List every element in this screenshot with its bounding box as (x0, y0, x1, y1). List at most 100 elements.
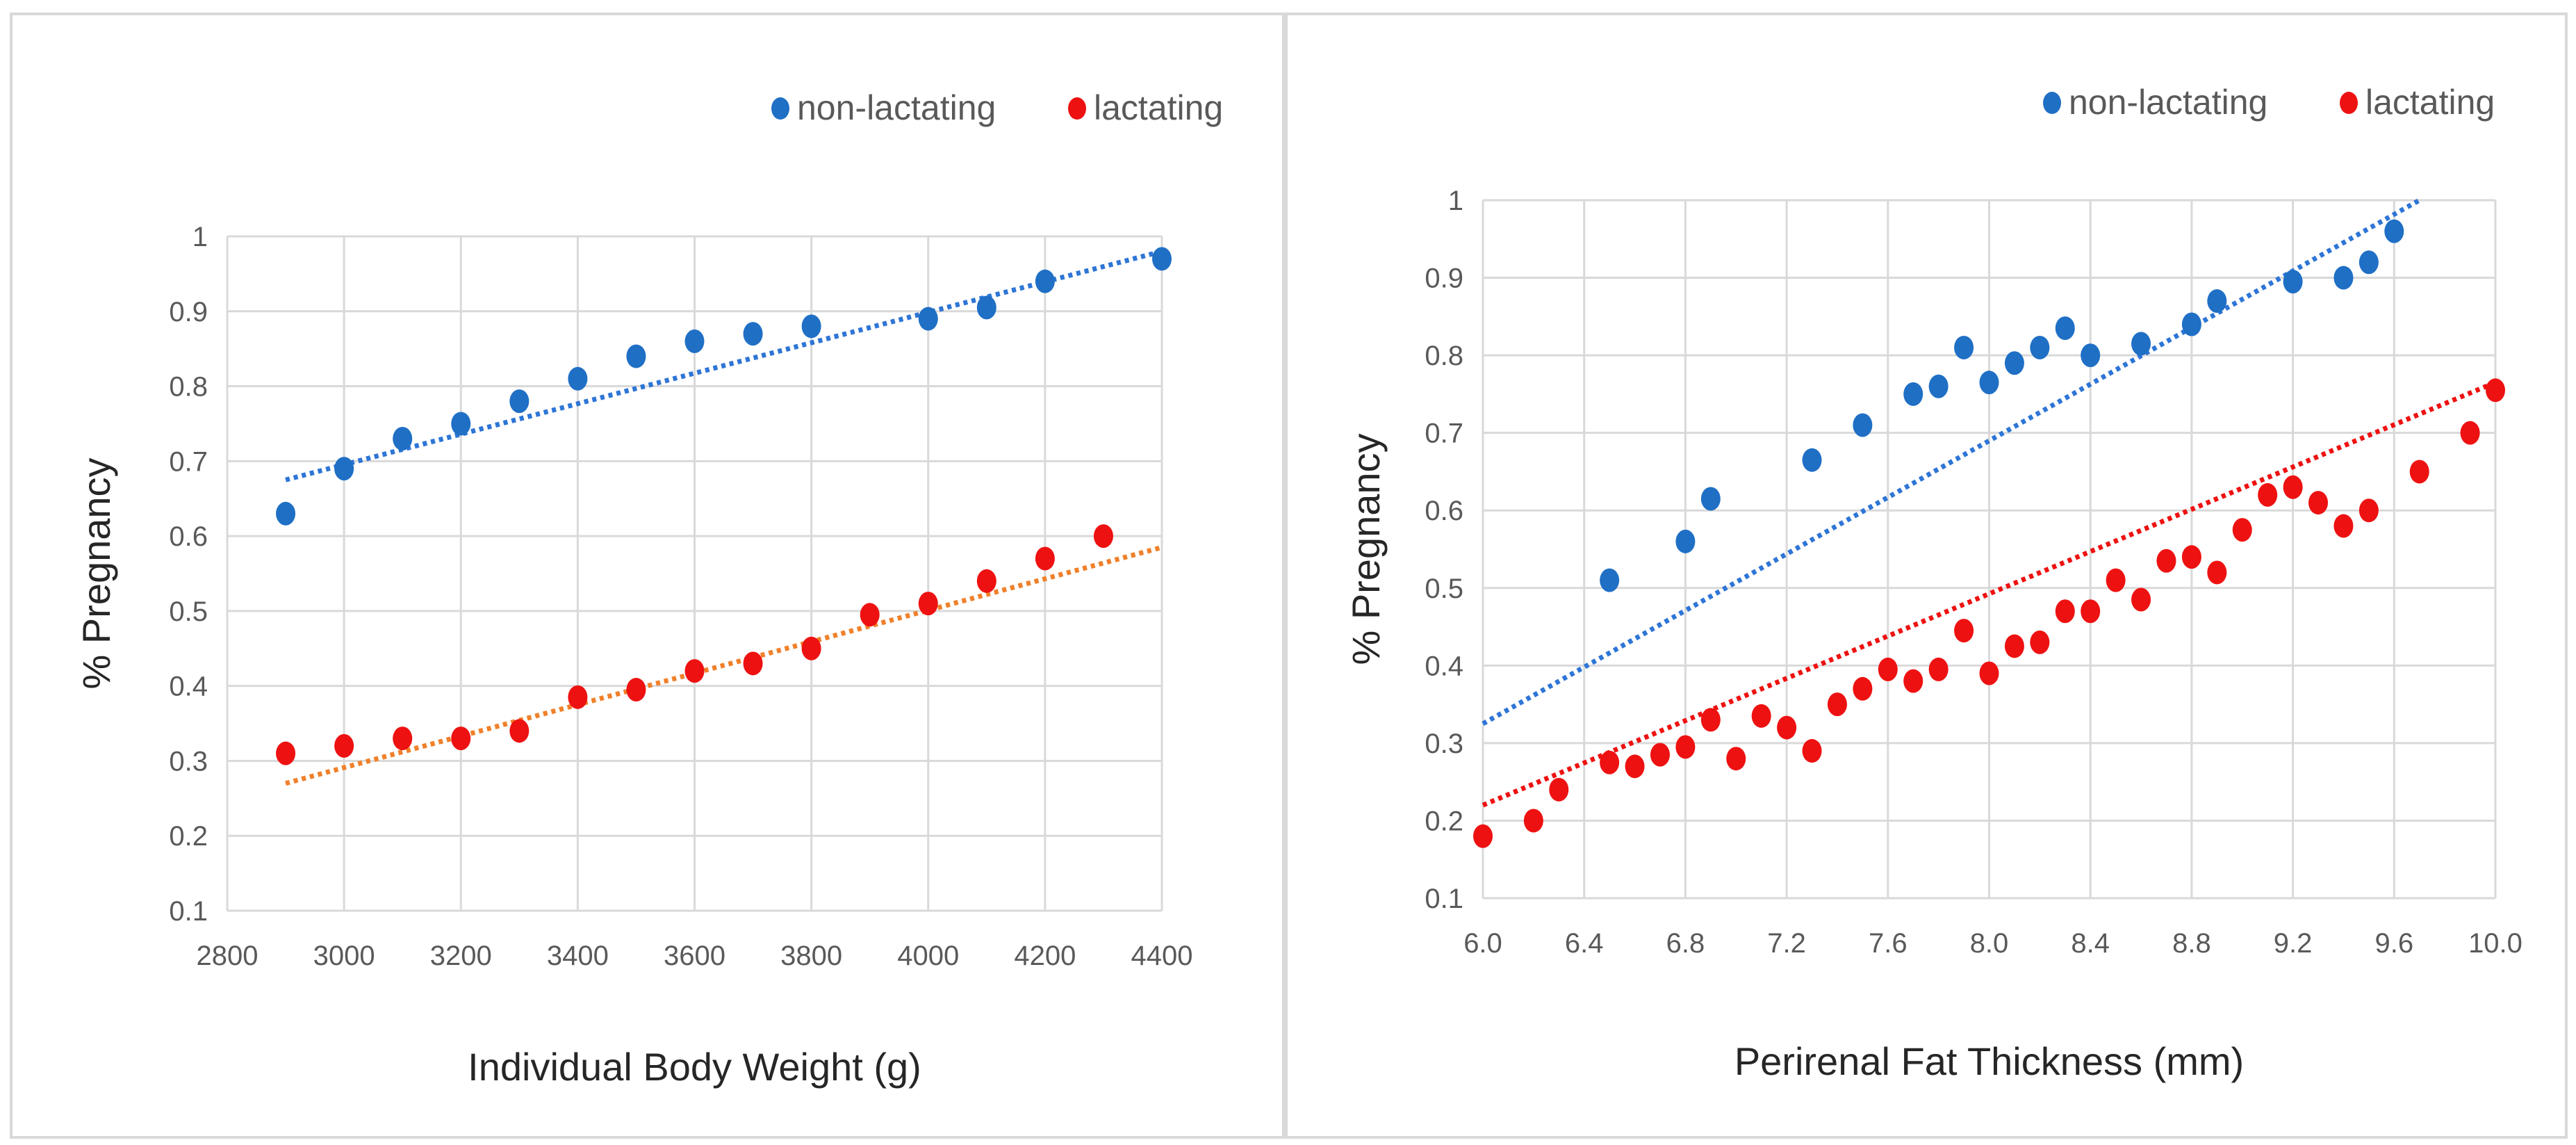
data-point-non-lactating (2207, 289, 2227, 314)
data-point-lactating (1878, 657, 1898, 681)
data-point-non-lactating (1979, 371, 1999, 395)
data-point-lactating (2283, 475, 2303, 499)
x-tick-label: 6.8 (1666, 928, 1705, 959)
data-point-lactating (1523, 809, 1543, 833)
data-point-lactating (2055, 599, 2075, 624)
data-point-lactating (1035, 546, 1055, 571)
data-point-non-lactating (509, 389, 530, 414)
data-point-non-lactating (1600, 568, 1620, 592)
data-point-lactating (2207, 560, 2227, 585)
x-axis-title: Individual Body Weight (g) (468, 1045, 921, 1089)
legend-marker-non-lactating (2043, 92, 2061, 114)
data-point-lactating (2308, 491, 2329, 515)
data-point-non-lactating (626, 344, 646, 368)
data-point-non-lactating (1700, 487, 1721, 511)
y-tick-label: 0.2 (169, 821, 208, 852)
y-tick-label: 0.5 (1425, 574, 1463, 604)
data-point-lactating (2460, 421, 2480, 445)
data-point-non-lactating (918, 307, 938, 331)
y-tick-label: 0.5 (169, 596, 208, 627)
data-point-lactating (509, 719, 530, 743)
x-tick-label: 9.2 (2274, 928, 2313, 959)
y-tick-label: 0.2 (1425, 806, 1463, 836)
y-tick-label: 0.9 (1425, 263, 1463, 294)
x-tick-label: 4400 (1131, 941, 1193, 971)
data-point-non-lactating (393, 427, 413, 450)
legend-marker-non-lactating (771, 97, 789, 120)
data-point-lactating (976, 569, 996, 593)
chart-panel-fat-thickness: 6.0 6.4 6.8 7.2 7.6 8.0 8.4 8.8 9.2 9.6 10.0 0.1 0.2… (1285, 13, 2568, 1139)
legend-marker-lactating (2340, 92, 2358, 114)
y-tick-label: 0.6 (1425, 496, 1463, 526)
data-point-lactating (1093, 524, 1113, 549)
y-axis-title: % Pregnancy (1344, 433, 1388, 665)
data-point-lactating (451, 726, 471, 751)
data-point-non-lactating (2384, 219, 2404, 243)
x-tick-label: 8.4 (2071, 928, 2110, 959)
x-tick-label: 3800 (780, 941, 842, 971)
x-tick-label: 3000 (313, 941, 375, 971)
data-point-lactating (1675, 735, 1696, 759)
trendline-lactating (285, 544, 1163, 786)
x-tick-label: 3600 (664, 941, 725, 971)
data-point-lactating (1600, 750, 1620, 774)
data-point-lactating (2131, 587, 2151, 612)
data-point-lactating (743, 651, 763, 676)
data-point-lactating (1903, 669, 1923, 693)
data-point-lactating (2081, 599, 2101, 624)
data-point-lactating (1954, 619, 1974, 643)
data-point-non-lactating (1802, 448, 1822, 472)
x-axis-title: Perirenal Fat Thickness (mm) (1734, 1039, 2244, 1083)
x-tick-label: 2800 (197, 941, 259, 971)
data-point-lactating (684, 659, 705, 683)
y-tick-label: 0.6 (169, 521, 208, 552)
data-point-non-lactating (1903, 382, 1923, 406)
data-point-lactating (2258, 482, 2278, 507)
data-point-non-lactating (2030, 335, 2050, 359)
legend-label-lactating: lactating (1094, 88, 1223, 127)
data-point-non-lactating (2333, 266, 2354, 290)
data-point-non-lactating (1954, 335, 1974, 359)
data-point-lactating (2106, 568, 2126, 592)
data-point-non-lactating (1928, 374, 1949, 398)
chart-fat-thickness: 6.0 6.4 6.8 7.2 7.6 8.0 8.4 8.8 9.2 9.6 10.0 0.1 0.2… (1344, 83, 2522, 1083)
data-point-lactating (626, 678, 646, 702)
data-point-lactating (393, 726, 413, 751)
data-point-non-lactating (2283, 270, 2303, 294)
chart-body-weight: 2800 3000 3200 3400 3600 3800 4000 4200 4400 0.1 0… (74, 88, 1223, 1089)
data-point-non-lactating (451, 412, 471, 436)
x-tick-label: 6.0 (1463, 928, 1502, 959)
data-point-non-lactating (2055, 316, 2075, 341)
legend-marker-lactating (1068, 97, 1086, 120)
data-point-non-lactating (2131, 332, 2151, 356)
legend-label-lactating: lactating (2365, 83, 2495, 122)
data-point-non-lactating (2358, 250, 2379, 275)
x-tick-label: 7.6 (1869, 928, 1908, 959)
data-point-lactating (1473, 824, 1493, 848)
y-axis-title: % Pregnancy (74, 457, 118, 689)
x-tick-label: 4000 (897, 941, 959, 971)
data-point-non-lactating (2004, 351, 2024, 375)
trendline-non-lactating (285, 249, 1163, 482)
data-point-lactating (1700, 708, 1721, 732)
data-point-lactating (2486, 378, 2505, 403)
data-point-non-lactating (1675, 529, 1696, 553)
y-tick-label: 0.4 (169, 672, 208, 702)
data-point-lactating (334, 733, 354, 758)
data-point-non-lactating (276, 501, 296, 526)
y-tick-label: 1 (192, 222, 208, 252)
data-point-lactating (2232, 518, 2252, 542)
data-point-lactating (1928, 657, 1949, 681)
data-point-non-lactating (2081, 343, 2101, 368)
chart-panel-body-weight: 2800 3000 3200 3400 3600 3800 4000 4200 4400 0.1 0… (10, 13, 1285, 1139)
x-tick-label: 3200 (430, 941, 492, 971)
legend-label-non-lactating: non-lactating (797, 88, 996, 127)
y-tick-label: 0.8 (169, 372, 208, 403)
x-tick-label: 3400 (547, 941, 609, 971)
data-point-lactating (1979, 661, 1999, 685)
data-point-non-lactating (1853, 413, 1873, 437)
y-tick-label: 0.3 (1425, 729, 1463, 759)
legend-label-non-lactating: non-lactating (2069, 83, 2267, 122)
data-point-non-lactating (568, 366, 588, 391)
data-point-lactating (2409, 460, 2429, 484)
